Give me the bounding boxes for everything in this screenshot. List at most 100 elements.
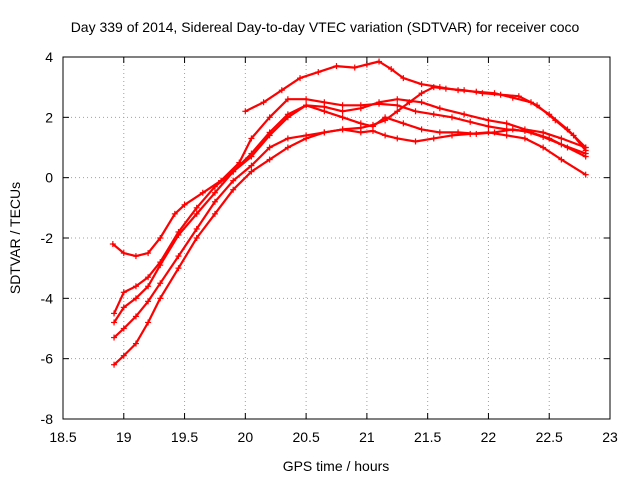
data-point — [503, 120, 510, 127]
data-point — [546, 111, 553, 118]
y-tick-label: -6 — [41, 351, 54, 367]
y-tick-label: 0 — [45, 170, 53, 186]
y-tick-label: 4 — [45, 49, 53, 65]
data-point — [582, 144, 589, 151]
data-point — [266, 114, 273, 121]
data-point — [448, 114, 455, 121]
data-point — [248, 162, 255, 169]
data-point — [382, 132, 389, 139]
data-point — [436, 129, 443, 136]
data-point — [564, 144, 571, 151]
data-point — [120, 304, 127, 311]
data-point — [248, 135, 255, 142]
data-point — [230, 177, 237, 184]
data-point — [284, 135, 291, 142]
data-point — [132, 313, 139, 320]
data-point — [491, 90, 498, 97]
data-point — [467, 118, 474, 125]
data-point — [211, 198, 218, 205]
data-point — [339, 126, 346, 133]
data-point — [120, 289, 127, 296]
x-tick-label: 19 — [116, 429, 132, 445]
data-point — [339, 114, 346, 121]
data-point — [503, 132, 510, 139]
data-point — [242, 108, 249, 115]
data-point — [564, 126, 571, 133]
data-point — [339, 102, 346, 109]
data-point — [582, 171, 589, 178]
data-point — [540, 144, 547, 151]
data-point — [145, 298, 152, 305]
data-point — [485, 123, 492, 130]
data-point — [145, 319, 152, 326]
data-point — [436, 84, 443, 91]
data-point — [248, 153, 255, 160]
data-point — [120, 325, 127, 332]
data-point — [558, 156, 565, 163]
data-point — [284, 96, 291, 103]
data-point — [175, 231, 182, 238]
data-point — [418, 90, 425, 97]
data-point — [266, 156, 273, 163]
data-point — [111, 361, 118, 368]
data-point — [120, 352, 127, 359]
x-tick-label: 21.5 — [414, 429, 441, 445]
data-point — [558, 135, 565, 142]
data-series-series-3 — [111, 102, 589, 326]
data-point — [193, 210, 200, 217]
data-point — [211, 189, 218, 196]
data-point — [193, 225, 200, 232]
data-point — [485, 129, 492, 136]
data-point — [540, 129, 547, 136]
data-point — [266, 132, 273, 139]
grid-layer — [63, 57, 610, 419]
data-point — [376, 58, 383, 65]
data-point — [157, 262, 164, 269]
y-tick-label: -4 — [41, 290, 54, 306]
data-point — [509, 126, 516, 133]
data-point — [394, 108, 401, 115]
x-tick-label: 22 — [481, 429, 497, 445]
data-point — [175, 253, 182, 260]
data-point — [297, 75, 304, 82]
data-point — [582, 153, 589, 160]
data-point — [376, 99, 383, 106]
data-point — [248, 168, 255, 175]
data-point — [455, 87, 462, 94]
data-point — [418, 81, 425, 88]
data-series-series-6 — [242, 58, 589, 151]
data-point — [266, 144, 273, 151]
data-point — [485, 117, 492, 124]
data-point — [509, 94, 516, 101]
data-point — [333, 63, 340, 70]
data-point — [278, 87, 285, 94]
data-point — [284, 114, 291, 121]
data-point — [211, 183, 218, 190]
data-point — [145, 274, 152, 281]
x-tick-label: 18.5 — [49, 429, 76, 445]
x-tick-label: 23 — [602, 429, 618, 445]
data-point — [351, 64, 358, 71]
data-point — [120, 250, 127, 257]
data-point — [546, 135, 553, 142]
data-point — [111, 334, 118, 341]
series-line — [112, 86, 587, 339]
data-point — [527, 129, 534, 136]
data-point — [430, 111, 437, 118]
x-tick-label: 20 — [238, 429, 254, 445]
data-point — [284, 144, 291, 151]
data-point — [230, 168, 237, 175]
chart-title: Day 339 of 2014, Sidereal Day-to-day VTE… — [71, 19, 580, 35]
tick-layer: 18.5 19 19.5 20 20.5 21 21.5 22 22.5 23 -8 -6 -4 -2 0 2… — [41, 49, 618, 445]
y-tick-label: -2 — [41, 230, 54, 246]
data-point — [193, 204, 200, 211]
data-point — [230, 186, 237, 193]
data-point — [175, 265, 182, 272]
data-point — [400, 120, 407, 127]
data-series-series-5 — [111, 126, 589, 368]
data-point — [467, 130, 474, 137]
data-point — [406, 99, 413, 106]
data-point — [181, 201, 188, 208]
data-point — [132, 253, 139, 260]
data-point — [145, 283, 152, 290]
